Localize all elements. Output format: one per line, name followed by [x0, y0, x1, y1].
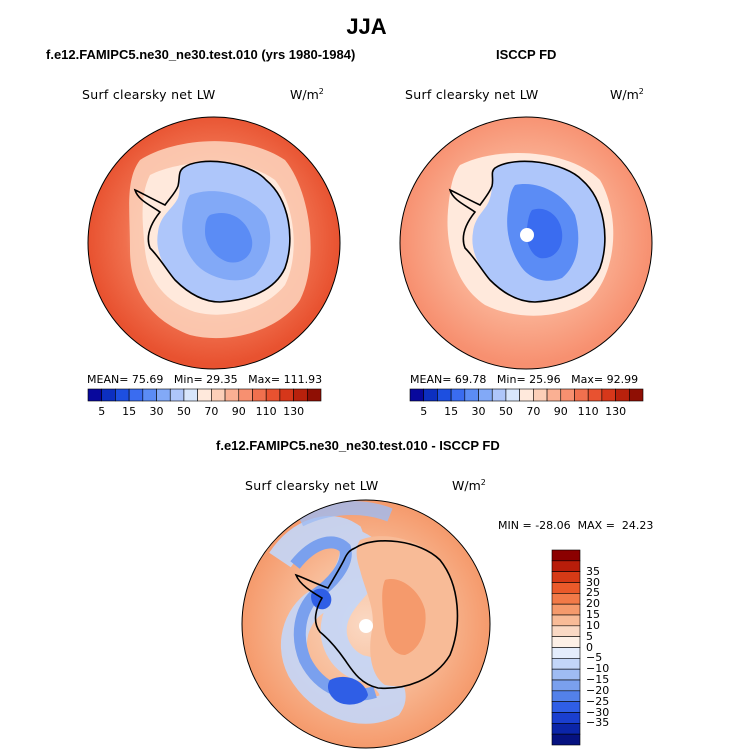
colorbar-swatch — [551, 723, 581, 735]
panel2-units: W/m2 — [610, 87, 644, 103]
colorbar-tick-label: 5 — [586, 629, 593, 643]
colorbar-tick-label: −30 — [586, 705, 610, 719]
colorbar-swatch — [551, 712, 581, 724]
colorbar-swatch — [551, 679, 581, 692]
colorbar-tick-label: 10 — [586, 618, 600, 632]
colorbar-swatch — [306, 388, 322, 402]
colorbar-tick-label: −15 — [586, 673, 610, 686]
colorbar-swatch — [551, 593, 581, 605]
colorbar-tick-label: −35 — [586, 716, 610, 730]
colorbar-swatch — [551, 560, 581, 572]
colorbar-tick-label: 70 — [526, 405, 541, 418]
panel3-title: f.e12.FAMIPC5.ne30_ne30.test.010 - ISCCP… — [216, 438, 500, 453]
panel1-variable-label: Surf clearsky net LW — [82, 87, 216, 102]
panel2-missing-data-pole — [520, 228, 534, 242]
colorbar-tick-label: 50 — [498, 405, 513, 418]
colorbar-tick-label: 5 — [420, 405, 428, 418]
colorbar-tick-label: 0 — [586, 640, 593, 654]
colorbar-swatch — [551, 668, 581, 681]
colorbar-tick-label: −10 — [586, 662, 610, 676]
colorbar-swatch — [551, 549, 581, 562]
colorbar-tick-label: 130 — [605, 405, 627, 418]
figure-title: JJA — [346, 14, 387, 39]
colorbar-swatch — [551, 647, 581, 659]
colorbar-swatch — [551, 636, 581, 648]
colorbar-swatch — [628, 388, 644, 402]
colorbar-tick-label: 15 — [122, 405, 137, 418]
colorbar-tick-label: 5 — [98, 405, 106, 418]
colorbar-tick-label: −25 — [586, 694, 610, 708]
panel1-map-border — [87, 116, 341, 370]
colorbar-tick-label: 70 — [204, 405, 219, 418]
colorbar-swatch — [551, 614, 581, 627]
panel3-stats: MIN = -28.06 MAX = 24.23 — [498, 519, 654, 532]
colorbar-tick-label: 25 — [586, 586, 600, 600]
colorbar-tick-label: 35 — [586, 564, 600, 578]
colorbar-swatch — [551, 603, 581, 616]
colorbar-tick-label: 90 — [553, 405, 568, 418]
colorbar-tick-label: 20 — [586, 597, 600, 611]
panel2-title: ISCCP FD — [496, 47, 557, 62]
colorbar-tick-label: 110 — [255, 405, 277, 418]
panel3-antarctica-coastline — [294, 540, 459, 690]
colorbar-swatch — [551, 582, 581, 594]
panel3-map-border — [241, 499, 491, 749]
colorbar-tick-label: 130 — [283, 405, 305, 418]
panel1-title: f.e12.FAMIPC5.ne30_ne30.test.010 (yrs 19… — [46, 47, 356, 62]
colorbar-swatch — [551, 733, 581, 746]
panel3-variable-label: Surf clearsky net LW — [245, 478, 379, 493]
colorbar-tick-label: 15 — [586, 608, 600, 621]
colorbar-tick-label: 30 — [471, 405, 486, 418]
colorbar-tick-label: 15 — [444, 405, 459, 418]
panel2-antarctica-coastline — [448, 160, 606, 303]
colorbar-swatch — [551, 571, 581, 583]
colorbar-tick-label: 30 — [586, 575, 600, 589]
colorbar-swatch — [551, 625, 581, 637]
panel3-missing-data-pole — [359, 619, 373, 633]
panel1-units: W/m2 — [290, 87, 324, 103]
panel3-units: W/m2 — [452, 478, 486, 494]
colorbar-tick-label: 110 — [577, 405, 599, 418]
colorbar-swatch — [551, 690, 581, 702]
panel1-stats: MEAN= 75.69 Min= 29.35 Max= 111.93 — [87, 373, 323, 386]
colorbar-tick-label: −5 — [586, 651, 603, 665]
colorbar-tick-label: 30 — [149, 405, 164, 418]
colorbar-tick-label: −20 — [586, 683, 610, 697]
panel2-variable-label: Surf clearsky net LW — [405, 87, 539, 102]
panel2-stats: MEAN= 69.78 Min= 25.96 Max= 92.99 — [410, 373, 639, 386]
colorbar-swatch — [551, 658, 581, 670]
colorbar-tick-label: 50 — [176, 405, 191, 418]
panel1-antarctica-coastline — [133, 160, 291, 303]
colorbar-tick-label: 90 — [231, 405, 246, 418]
colorbar-swatch — [551, 701, 581, 713]
panel2-map-border — [399, 116, 653, 370]
